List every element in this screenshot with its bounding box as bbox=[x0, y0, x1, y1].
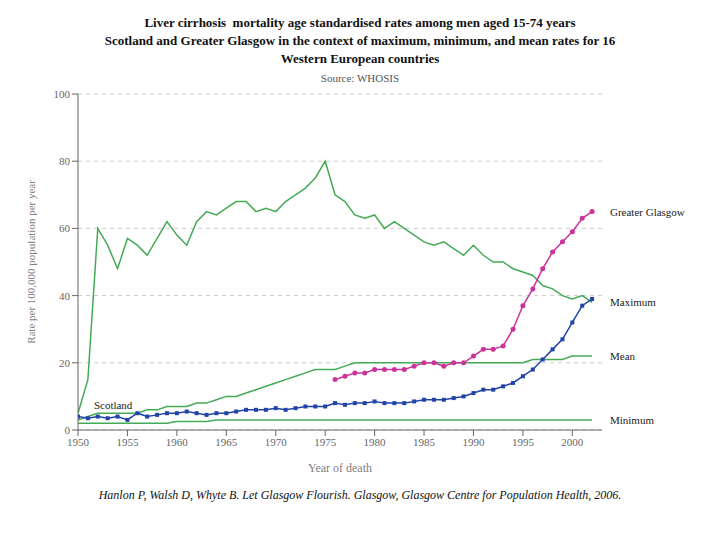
svg-text:Year of death: Year of death bbox=[308, 461, 372, 475]
svg-text:Scotland: Scotland bbox=[94, 399, 133, 411]
svg-text:Maximum: Maximum bbox=[610, 296, 656, 308]
svg-text:0: 0 bbox=[65, 424, 71, 436]
html-text:Liver cirrhosis mortality age: Liver cirrhosis mortality age standardis… bbox=[144, 15, 576, 30]
svg-text:1950: 1950 bbox=[67, 436, 90, 448]
svg-text:Mean: Mean bbox=[610, 350, 636, 362]
svg-text:40: 40 bbox=[59, 290, 71, 302]
svg-text:Greater Glasgow: Greater Glasgow bbox=[610, 206, 685, 218]
svg-text:2000: 2000 bbox=[561, 436, 584, 448]
svg-text:1975: 1975 bbox=[314, 436, 337, 448]
svg-text:Minimum: Minimum bbox=[610, 414, 654, 426]
svg-text:1960: 1960 bbox=[166, 436, 189, 448]
svg-text:1965: 1965 bbox=[215, 436, 238, 448]
svg-text:1985: 1985 bbox=[413, 436, 436, 448]
svg-text:20: 20 bbox=[59, 357, 71, 369]
svg-text:100: 100 bbox=[54, 88, 71, 100]
svg-text:60: 60 bbox=[59, 222, 71, 234]
html-text:Western European countries: Western European countries bbox=[280, 51, 440, 66]
svg-text:1980: 1980 bbox=[364, 436, 387, 448]
html-text:Scotland and Greater Glasgow i: Scotland and Greater Glasgow in the cont… bbox=[104, 33, 616, 48]
html-text:Hanlon P, Walsh D, Whyte B. Le: Hanlon P, Walsh D, Whyte B. Let Glasgow … bbox=[98, 488, 622, 502]
svg-text:1955: 1955 bbox=[116, 436, 139, 448]
svg-text:1995: 1995 bbox=[512, 436, 535, 448]
svg-text:1970: 1970 bbox=[265, 436, 288, 448]
html-text:Source: WHOSIS: Source: WHOSIS bbox=[320, 72, 400, 84]
svg-text:80: 80 bbox=[59, 155, 71, 167]
svg-text:1990: 1990 bbox=[462, 436, 485, 448]
svg-text:Rate per 100,000 population pe: Rate per 100,000 population per year bbox=[25, 180, 37, 344]
